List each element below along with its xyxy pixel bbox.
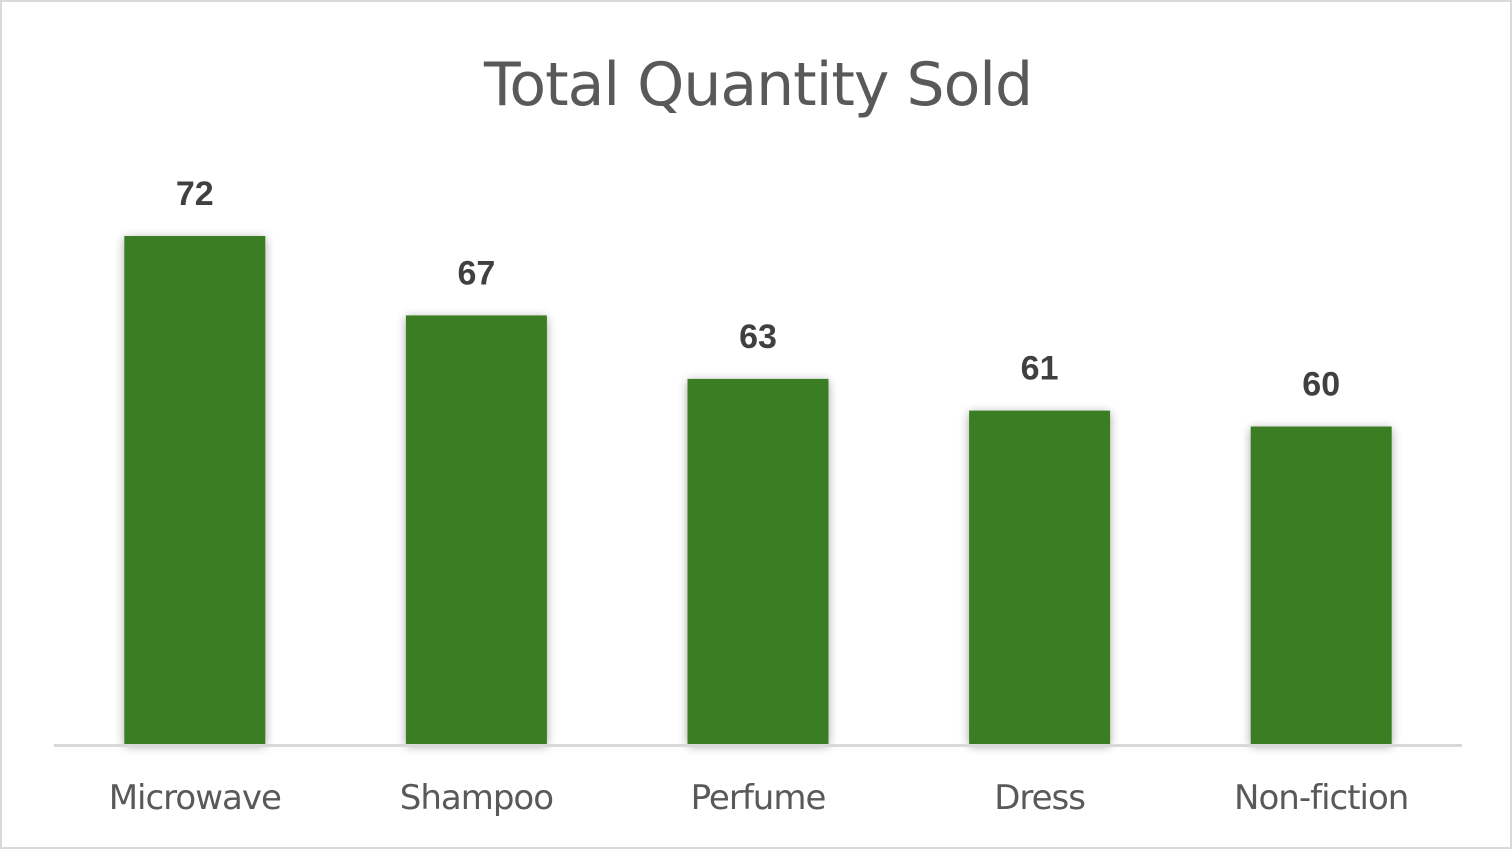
bar-perfume [687,378,829,744]
bar-non-fiction [1250,426,1392,744]
value-label: 67 [457,254,495,292]
value-label: 72 [176,175,214,213]
bar-shampoo [405,315,547,744]
chart-title: Total Quantity Sold [483,50,1032,120]
category-label: Perfume [691,778,826,818]
value-label: 60 [1302,366,1340,404]
value-labels-group: 72 67 63 61 60 [176,175,1340,404]
category-label: Dress [994,778,1085,818]
value-label: 61 [1021,350,1059,388]
bars-group [124,236,1392,744]
value-label: 63 [739,318,777,356]
bar-dress [969,410,1111,744]
category-label: Non-fiction [1234,778,1408,818]
bar-microwave [124,236,266,744]
category-label: Shampoo [400,778,553,818]
category-label: Microwave [109,778,281,818]
category-labels-group: Microwave Shampoo Perfume Dress Non-fiction [109,778,1410,818]
